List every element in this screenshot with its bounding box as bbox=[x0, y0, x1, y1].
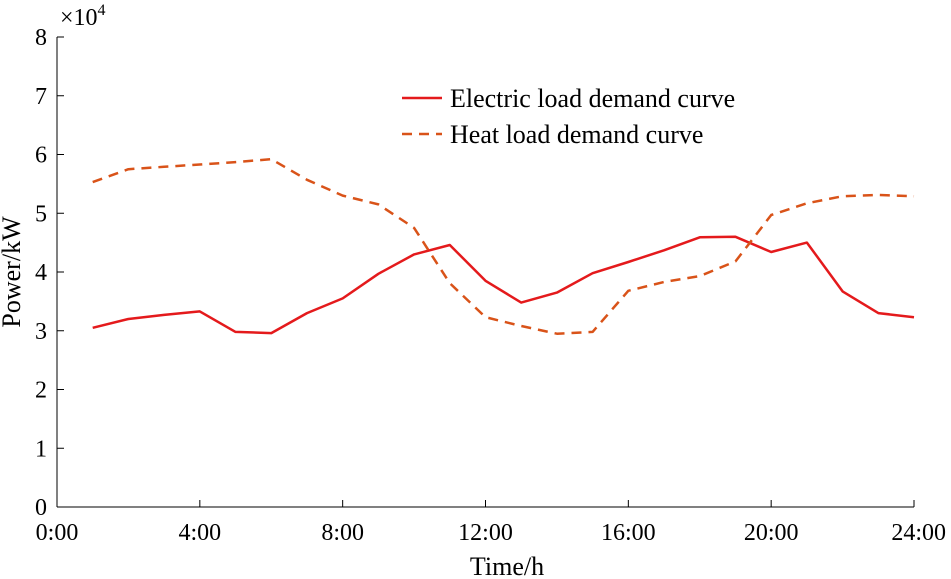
y-tick-label: 0 bbox=[35, 495, 47, 521]
y-tick-label: 1 bbox=[35, 436, 47, 462]
legend: Electric load demand curve Heat load dem… bbox=[402, 84, 735, 149]
series-line-heat bbox=[92, 157, 915, 335]
y-axis-title: Power/kW bbox=[0, 216, 26, 328]
x-tick-label: 24:00 bbox=[891, 520, 946, 546]
x-tick-label: 0:00 bbox=[36, 520, 79, 546]
series-layer bbox=[92, 157, 915, 335]
x-tick-label: 12:00 bbox=[458, 520, 513, 546]
y-tick-label: 3 bbox=[35, 319, 47, 345]
y-tick-label: 2 bbox=[35, 378, 47, 404]
y-tick-label: 4 bbox=[35, 260, 47, 286]
legend-label-electric: Electric load demand curve bbox=[450, 84, 735, 113]
y-tick-label: 7 bbox=[35, 84, 47, 110]
series-line-electric bbox=[92, 235, 915, 335]
legend-label-heat: Heat load demand curve bbox=[450, 120, 703, 149]
y-tick-label: 8 bbox=[35, 25, 47, 51]
x-axis-ticks: 0:00 4:00 8:00 12:00 16:00 20:00 24:00 bbox=[36, 500, 946, 546]
x-axis-title: Time/h bbox=[470, 552, 544, 579]
x-tick-label: 20:00 bbox=[744, 520, 799, 546]
y-tick-label: 6 bbox=[35, 143, 47, 169]
x-tick-label: 4:00 bbox=[178, 520, 221, 546]
y-axis-ticks: 0 1 2 3 4 5 6 7 8 bbox=[35, 25, 64, 521]
y-axis-multiplier: ×104 bbox=[60, 2, 106, 31]
y-tick-label: 5 bbox=[35, 201, 47, 227]
x-tick-label: 8:00 bbox=[321, 520, 364, 546]
x-tick-label: 16:00 bbox=[601, 520, 656, 546]
